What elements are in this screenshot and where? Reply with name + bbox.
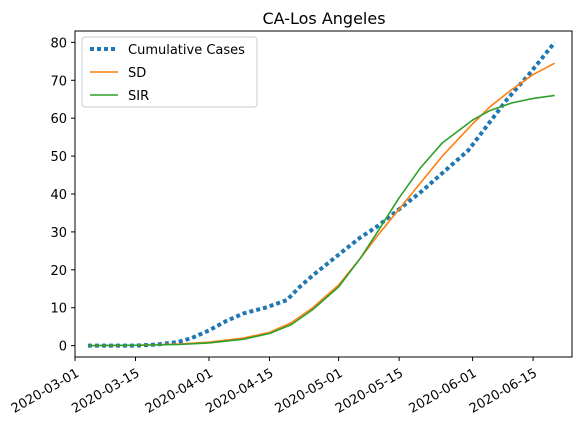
legend-label-2: SIR bbox=[128, 89, 149, 104]
x-tick-label-2: 2020-04-01 bbox=[143, 366, 216, 417]
series-line-0 bbox=[87, 41, 557, 348]
series-layer bbox=[87, 41, 557, 348]
y-tick-label-8: 80 bbox=[50, 36, 67, 51]
y-tick-label-7: 70 bbox=[50, 74, 67, 89]
legend: Cumulative Cases SD SIR bbox=[81, 36, 258, 108]
x-tick-label-4: 2020-05-01 bbox=[273, 366, 346, 417]
legend-label-0: Cumulative Cases bbox=[128, 43, 245, 58]
chart-title: CA-Los Angeles bbox=[262, 9, 385, 28]
series-line-2 bbox=[87, 94, 555, 347]
y-tick-label-6: 60 bbox=[50, 112, 67, 127]
legend-box bbox=[81, 36, 258, 108]
x-tick-label-3: 2020-04-15 bbox=[203, 366, 276, 417]
x-tick-label-7: 2020-06-15 bbox=[467, 366, 540, 417]
x-tick-label-1: 2020-03-15 bbox=[69, 366, 142, 417]
y-tick-label-5: 50 bbox=[50, 150, 67, 165]
legend-label-1: SD bbox=[128, 66, 146, 81]
y-tick-label-3: 30 bbox=[50, 226, 67, 241]
y-tick-label-0: 0 bbox=[59, 340, 67, 355]
x-tick-label-5: 2020-05-15 bbox=[333, 366, 406, 417]
x-tick-label-0: 2020-03-01 bbox=[9, 366, 82, 417]
y-tick-label-2: 20 bbox=[50, 264, 67, 279]
y-tick-label-1: 10 bbox=[50, 302, 67, 317]
x-tick-label-6: 2020-06-01 bbox=[407, 366, 480, 417]
y-tick-label-4: 40 bbox=[50, 188, 67, 203]
